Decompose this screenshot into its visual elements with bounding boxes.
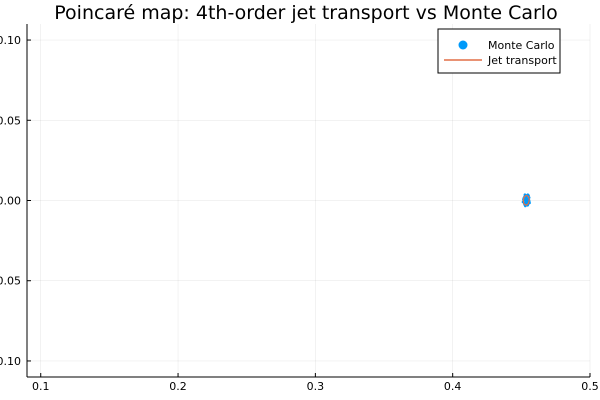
x-tick-label: 0.3: [307, 380, 325, 393]
y-tick-label: -0.05: [0, 275, 21, 288]
legend-label: Jet transport: [487, 54, 557, 67]
y-tick-label: 0.00: [0, 195, 21, 208]
legend: Monte Carlo Jet transport: [437, 28, 561, 74]
chart-title: Poincaré map: 4th-order jet transport vs…: [54, 2, 557, 24]
x-tick-label: 0.1: [32, 380, 50, 393]
y-tick-label: -0.10: [0, 355, 21, 368]
monte-carlo-point: [525, 198, 529, 201]
legend-marker-swatch: [458, 40, 468, 50]
tick-labels: 0.1 0.2 0.3 0.4 0.5 0.10 0.05 0.00 -0.05 -0.10: [0, 34, 599, 393]
x-tick-label: 0.5: [581, 380, 599, 393]
x-tick-label: 0.2: [169, 380, 187, 393]
y-tick-label: 0.05: [0, 114, 21, 127]
plot-area: [521, 193, 531, 208]
jet-transport-line: [522, 194, 530, 207]
legend-box: [437, 28, 561, 74]
legend-label: Monte Carlo: [488, 39, 555, 52]
grid-lines: [27, 24, 591, 377]
axes: [26, 24, 591, 378]
y-tick-label: 0.10: [0, 34, 21, 47]
x-tick-label: 0.4: [444, 380, 462, 393]
